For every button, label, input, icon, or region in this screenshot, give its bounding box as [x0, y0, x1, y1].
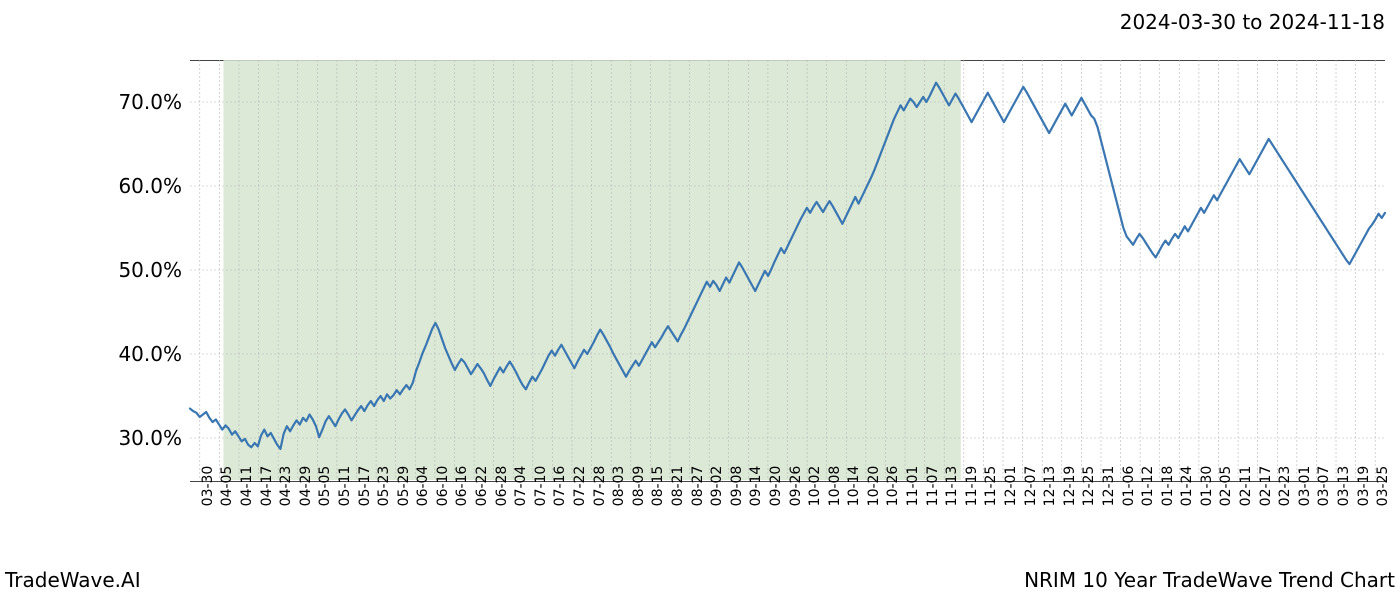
x-tick-label: 01-12	[1140, 466, 1156, 507]
x-tick-label: 10-26	[885, 466, 901, 507]
x-tick-label: 05-11	[337, 466, 353, 507]
x-tick-label: 12-31	[1101, 466, 1117, 507]
date-range-label: 2024-03-30 to 2024-11-18	[1120, 10, 1385, 34]
x-tick-label: 03-25	[1375, 466, 1391, 507]
footer-title: NRIM 10 Year TradeWave Trend Chart	[1024, 568, 1395, 592]
footer-brand: TradeWave.AI	[5, 568, 141, 592]
x-tick-label: 07-10	[533, 466, 549, 507]
chart-svg	[190, 60, 1385, 480]
x-tick-label: 01-30	[1199, 466, 1215, 507]
x-tick-label: 08-21	[670, 466, 686, 507]
x-tick-label: 09-20	[768, 466, 784, 507]
y-tick-label: 40.0%	[118, 342, 182, 366]
x-tick-label: 08-27	[690, 466, 706, 507]
y-tick-label: 70.0%	[118, 90, 182, 114]
x-tick-label: 12-13	[1042, 466, 1058, 507]
x-tick-label: 06-16	[454, 466, 470, 507]
x-tick-label: 04-05	[219, 466, 235, 507]
x-tick-label: 07-28	[592, 466, 608, 507]
x-tick-label: 11-07	[925, 466, 941, 507]
x-tick-label: 09-14	[748, 466, 764, 507]
x-tick-label: 12-07	[1023, 466, 1039, 507]
x-tick-label: 12-01	[1003, 466, 1019, 507]
x-tick-label: 05-17	[357, 466, 373, 507]
x-tick-label: 08-15	[650, 466, 666, 507]
x-tick-label: 11-19	[964, 466, 980, 507]
x-tick-label: 11-01	[905, 466, 921, 507]
x-tick-label: 09-08	[729, 466, 745, 507]
x-tick-label: 07-22	[572, 466, 588, 507]
y-tick-label: 50.0%	[118, 258, 182, 282]
x-tick-label: 07-04	[513, 466, 529, 507]
x-tick-label: 10-08	[827, 466, 843, 507]
x-tick-label: 03-13	[1336, 466, 1352, 507]
x-tick-label: 09-02	[709, 466, 725, 507]
x-tick-label: 08-03	[611, 466, 627, 507]
x-tick-label: 03-01	[1297, 466, 1313, 507]
x-tick-label: 06-10	[435, 466, 451, 507]
x-tick-label: 01-24	[1179, 466, 1195, 507]
x-tick-label: 04-11	[239, 466, 255, 507]
x-tick-label: 01-18	[1160, 466, 1176, 507]
x-tick-label: 03-30	[200, 466, 216, 507]
x-tick-label: 11-25	[983, 466, 999, 507]
x-tick-label: 05-29	[396, 466, 412, 507]
x-tick-label: 02-17	[1258, 466, 1274, 507]
x-tick-label: 05-05	[317, 466, 333, 507]
chart-container: 2024-03-30 to 2024-11-18 30.0% 40.0% 50.0%…	[0, 0, 1400, 600]
x-tick-label: 06-28	[494, 466, 510, 507]
x-tick-label: 10-14	[846, 466, 862, 507]
x-tick-label: 06-04	[415, 466, 431, 507]
x-tick-label: 03-07	[1316, 466, 1332, 507]
x-tick-label: 03-19	[1356, 466, 1372, 507]
y-tick-label: 30.0%	[118, 426, 182, 450]
x-tick-label: 02-11	[1238, 466, 1254, 507]
x-tick-label: 07-16	[552, 466, 568, 507]
x-tick-label: 12-25	[1081, 466, 1097, 507]
x-tick-label: 09-26	[788, 466, 804, 507]
x-tick-label: 04-29	[298, 466, 314, 507]
x-tick-label: 02-05	[1218, 466, 1234, 507]
x-tick-label: 12-19	[1062, 466, 1078, 507]
x-tick-label: 04-23	[278, 466, 294, 507]
x-tick-label: 02-23	[1277, 466, 1293, 507]
x-tick-label: 06-22	[474, 466, 490, 507]
x-tick-label: 04-17	[259, 466, 275, 507]
x-tick-label: 11-13	[944, 466, 960, 507]
y-tick-label: 60.0%	[118, 174, 182, 198]
x-tick-label: 05-23	[376, 466, 392, 507]
x-tick-label: 08-09	[631, 466, 647, 507]
x-tick-label: 10-20	[866, 466, 882, 507]
x-tick-label: 01-06	[1121, 466, 1137, 507]
x-tick-label: 10-02	[807, 466, 823, 507]
